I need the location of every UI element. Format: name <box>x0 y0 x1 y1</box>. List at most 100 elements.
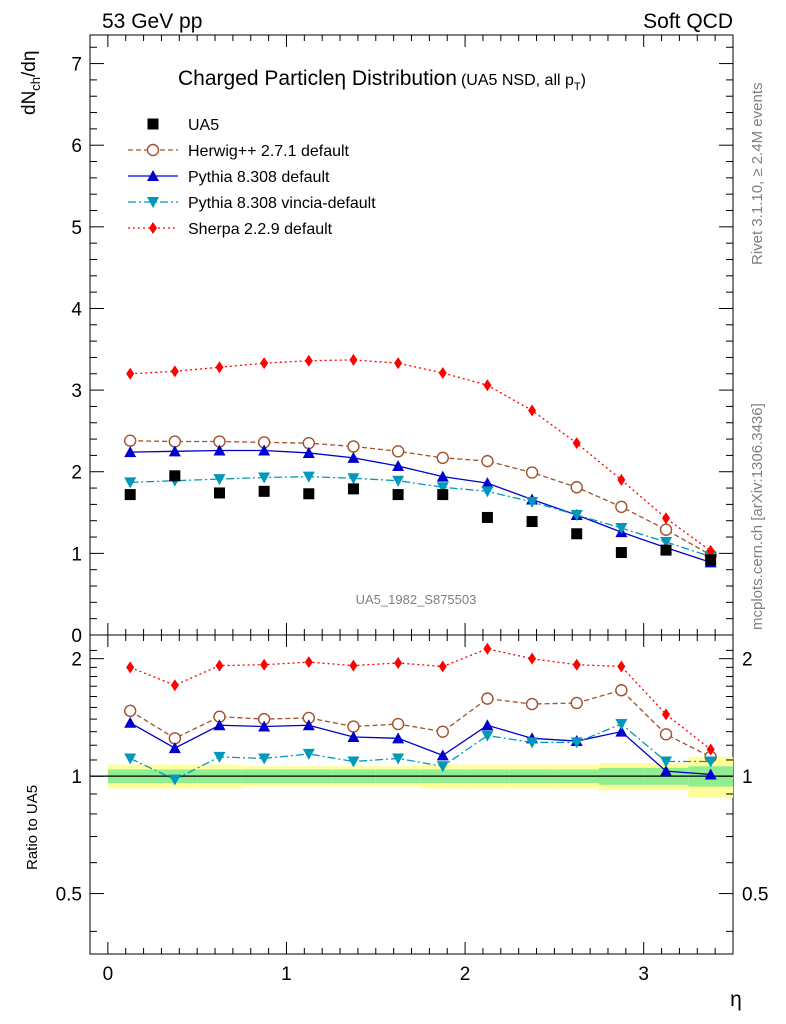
series-point-main-0-11 <box>615 500 628 514</box>
x-tick-label-2: 2 <box>460 964 471 985</box>
series-line-ratio-3 <box>129 648 712 751</box>
series-point-main-1-6 <box>392 460 405 472</box>
series-point-main-2-12 <box>660 536 673 548</box>
main-y-axis-label: dNch/dη <box>19 51 43 115</box>
series-point-ratio-3-1 <box>170 679 179 692</box>
series-point-ratio-2-3 <box>258 753 271 765</box>
series-point-ratio-0-12 <box>659 728 673 741</box>
series-point-main-2-11 <box>615 523 628 535</box>
series-point-main-3-10 <box>572 437 581 450</box>
x-tick-label-1: 1 <box>281 964 292 985</box>
data-point-0 <box>124 489 136 501</box>
x-tick-label-3: 3 <box>638 964 649 985</box>
series-point-ratio-0-6 <box>391 717 405 731</box>
series-point-main-3-11 <box>617 473 626 486</box>
series-point-ratio-0-9 <box>525 697 539 711</box>
series-point-main-0-10 <box>570 481 583 494</box>
header-right-label: Soft QCD <box>643 10 733 33</box>
series-point-ratio-2-4 <box>302 748 315 760</box>
series-point-ratio-2-12 <box>660 756 673 768</box>
series-point-ratio-2-6 <box>392 753 405 765</box>
series-point-main-3-13 <box>706 544 715 557</box>
y-tick-label-ratio-0.5: 0.5 <box>56 885 82 906</box>
y-tick-label-main-6: 6 <box>71 136 82 157</box>
series-point-ratio-1-11 <box>615 725 628 737</box>
y-tick-label-main-4: 4 <box>71 299 82 320</box>
data-point-13 <box>705 554 717 566</box>
series-line-ratio-2 <box>129 723 711 781</box>
series-point-main-3-8 <box>483 379 492 392</box>
series-point-ratio-3-7 <box>438 660 447 673</box>
data-point-2 <box>213 487 225 499</box>
series-point-main-2-6 <box>392 475 405 487</box>
y-tick-label-ratio-right-0.5: 0.5 <box>742 885 768 906</box>
series-point-main-2-8 <box>481 486 494 498</box>
series-line-ratio-1 <box>129 722 711 776</box>
series-point-ratio-2-0 <box>124 753 137 765</box>
series-point-main-0-9 <box>525 466 539 479</box>
series-point-ratio-3-2 <box>215 659 224 672</box>
series-point-main-1-5 <box>347 451 360 463</box>
ratio-y-axis-label: Ratio to UA5 <box>24 785 41 870</box>
y-tick-label-ratio-2: 2 <box>71 650 82 671</box>
series-point-ratio-2-11 <box>615 719 628 731</box>
series-point-ratio-1-6 <box>392 732 405 744</box>
series-point-ratio-3-11 <box>617 660 626 673</box>
series-point-main-0-6 <box>391 445 405 458</box>
series-point-main-1-8 <box>481 477 494 489</box>
series-point-main-2-2 <box>213 474 226 486</box>
series-point-ratio-1-0 <box>124 716 137 728</box>
series-point-main-3-3 <box>260 357 269 370</box>
series-point-ratio-2-5 <box>347 756 360 768</box>
series-point-main-0-8 <box>481 454 494 468</box>
series-point-ratio-0-11 <box>615 684 628 697</box>
uncertainty-band <box>90 756 733 798</box>
data-point-8 <box>481 511 493 523</box>
series-point-ratio-3-5 <box>349 659 358 672</box>
series-point-ratio-0-0 <box>123 704 137 718</box>
chart-title: Charged Particleη Distribution (UA5 NSD, … <box>178 67 586 93</box>
series-point-main-1-3 <box>258 444 271 456</box>
y-tick-label-main-5: 5 <box>71 218 82 239</box>
series-point-ratio-1-4 <box>302 719 315 731</box>
series-point-main-0-0 <box>123 434 137 447</box>
legend: UA5 Herwig++ 2.7.1 default Pythia 8.308 de… <box>128 117 376 238</box>
series-layer <box>123 353 717 786</box>
series-point-main-1-0 <box>124 446 137 458</box>
data-point-12 <box>660 544 672 556</box>
series-point-ratio-1-8 <box>481 719 494 731</box>
series-line-main-3 <box>130 359 712 552</box>
series-point-main-3-5 <box>349 353 358 366</box>
mcplots-note: mcplots.cern.ch [arXiv:1306.3436] <box>749 403 766 630</box>
y-tick-label-main-0: 0 <box>71 626 82 647</box>
series-point-main-2-10 <box>570 510 583 521</box>
series-3 <box>126 353 715 756</box>
series-point-ratio-0-8 <box>481 692 494 705</box>
legend-label-2: Pythia 8.308 default <box>188 169 330 186</box>
series-point-ratio-2-1 <box>168 774 181 786</box>
legend-label-4: Sherpa 2.2.9 default <box>188 221 333 238</box>
series-point-ratio-3-10 <box>572 658 581 671</box>
y-tick-label-ratio-1: 1 <box>71 767 82 788</box>
data-points <box>124 470 717 566</box>
series-point-main-0-12 <box>659 523 673 536</box>
y-tick-label-main-1: 1 <box>71 544 82 565</box>
main-plot-frame <box>89 34 734 636</box>
series-point-main-2-0 <box>124 477 137 489</box>
series-point-ratio-0-5 <box>347 720 360 733</box>
series-point-main-2-7 <box>436 482 449 494</box>
series-line-ratio-0 <box>129 689 711 758</box>
y-tick-label-ratio-right-2: 2 <box>742 650 753 671</box>
data-point-1 <box>169 470 181 482</box>
series-point-main-3-2 <box>215 361 224 374</box>
series-point-ratio-3-0 <box>126 661 135 674</box>
x-axis-label: η <box>730 988 742 1011</box>
rivet-version-note: Rivet 3.1.10, ≥ 2.4M events <box>749 83 766 266</box>
series-point-main-3-0 <box>126 367 135 380</box>
data-point-6 <box>392 489 404 501</box>
series-point-ratio-1-7 <box>436 749 449 761</box>
series-point-main-2-4 <box>302 471 315 483</box>
series-point-main-3-12 <box>662 512 671 525</box>
series-point-ratio-0-10 <box>570 696 583 710</box>
series-point-main-1-1 <box>168 445 181 457</box>
